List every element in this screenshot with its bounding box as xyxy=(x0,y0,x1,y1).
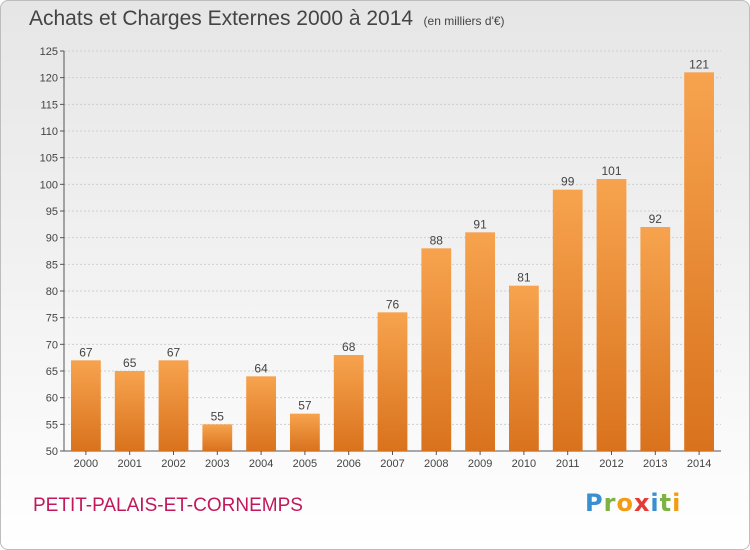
bar xyxy=(377,312,408,451)
logo-letter: x xyxy=(633,489,651,517)
y-tick-label: 100 xyxy=(40,179,58,191)
logo-letter: t xyxy=(659,489,673,517)
logo-letter: P xyxy=(585,489,604,517)
x-tick-label: 2004 xyxy=(249,458,273,470)
bar xyxy=(552,189,583,451)
chart-title-main: Achats et Charges Externes 2000 à 2014 xyxy=(29,7,414,30)
data-label: 91 xyxy=(473,217,487,231)
data-label: 121 xyxy=(689,57,709,71)
data-label: 55 xyxy=(211,409,225,423)
x-tick-label: 2013 xyxy=(643,458,667,470)
x-tick-label: 2014 xyxy=(687,458,711,470)
chart-title-unit: (en milliers d'€) xyxy=(423,14,505,28)
data-label: 92 xyxy=(649,212,663,226)
proxiti-logo: Proxiti xyxy=(585,489,681,517)
y-tick-label: 90 xyxy=(46,233,58,245)
bar xyxy=(421,248,452,451)
y-tick-label: 65 xyxy=(46,366,58,378)
data-label: 88 xyxy=(430,233,444,247)
data-label: 67 xyxy=(79,345,93,359)
y-tick-label: 110 xyxy=(40,126,58,138)
x-tick-label: 2012 xyxy=(599,458,623,470)
bar xyxy=(71,360,101,451)
bar xyxy=(246,376,276,451)
x-tick-label: 2011 xyxy=(556,458,580,470)
y-tick-label: 115 xyxy=(40,99,58,111)
data-label: 67 xyxy=(167,345,181,359)
bar xyxy=(202,424,233,451)
y-tick-label: 95 xyxy=(46,206,58,218)
data-label: 57 xyxy=(298,399,312,413)
data-label: 81 xyxy=(517,271,531,285)
bars xyxy=(71,72,714,451)
data-label: 76 xyxy=(386,297,400,311)
bar xyxy=(684,72,714,451)
y-tick-label: 60 xyxy=(46,393,58,405)
x-tick-label: 2001 xyxy=(117,458,141,470)
bar xyxy=(465,232,495,451)
commune-name: PETIT-PALAIS-ET-CORNEMPS xyxy=(33,495,303,516)
data-label: 65 xyxy=(123,356,137,370)
bar xyxy=(640,227,671,451)
bar xyxy=(333,355,364,451)
x-tick-label: 2006 xyxy=(336,458,360,470)
y-tick-label: 105 xyxy=(40,153,58,165)
y-tick-label: 70 xyxy=(46,339,58,351)
bar xyxy=(596,179,627,451)
logo-letter: o xyxy=(616,489,634,517)
y-tick-label: 120 xyxy=(40,73,58,85)
data-label: 68 xyxy=(342,340,356,354)
x-tick-label: 2010 xyxy=(512,458,536,470)
logo-letter: r xyxy=(603,489,617,517)
x-tick-label: 2000 xyxy=(74,458,98,470)
y-tick-label: 75 xyxy=(46,313,58,325)
x-tick-label: 2008 xyxy=(424,458,448,470)
y-tick-label: 55 xyxy=(46,419,58,431)
y-tick-label: 85 xyxy=(46,259,58,271)
y-tick-label: 125 xyxy=(40,46,58,58)
x-tick-label: 2003 xyxy=(205,458,229,470)
labels: 50 55 60 65 70 75 80 85 90 95 100 105 110 115 120 125 67… xyxy=(40,46,712,470)
bar xyxy=(114,371,145,451)
logo-letter: i xyxy=(650,489,660,517)
y-tick-label: 50 xyxy=(46,446,58,458)
data-label: 101 xyxy=(601,164,621,178)
bar xyxy=(509,285,539,451)
x-tick-label: 2009 xyxy=(468,458,492,470)
data-label: 64 xyxy=(254,361,268,375)
logo-letter: i xyxy=(672,489,682,517)
bar xyxy=(290,413,320,451)
x-tick-label: 2005 xyxy=(293,458,317,470)
bar xyxy=(158,360,189,451)
chart-title: Achats et Charges Externes 2000 à 2014 (… xyxy=(29,7,505,31)
x-tick-label: 2002 xyxy=(161,458,185,470)
y-tick-label: 80 xyxy=(46,286,58,298)
data-label: 99 xyxy=(561,175,575,189)
x-tick-label: 2007 xyxy=(380,458,404,470)
